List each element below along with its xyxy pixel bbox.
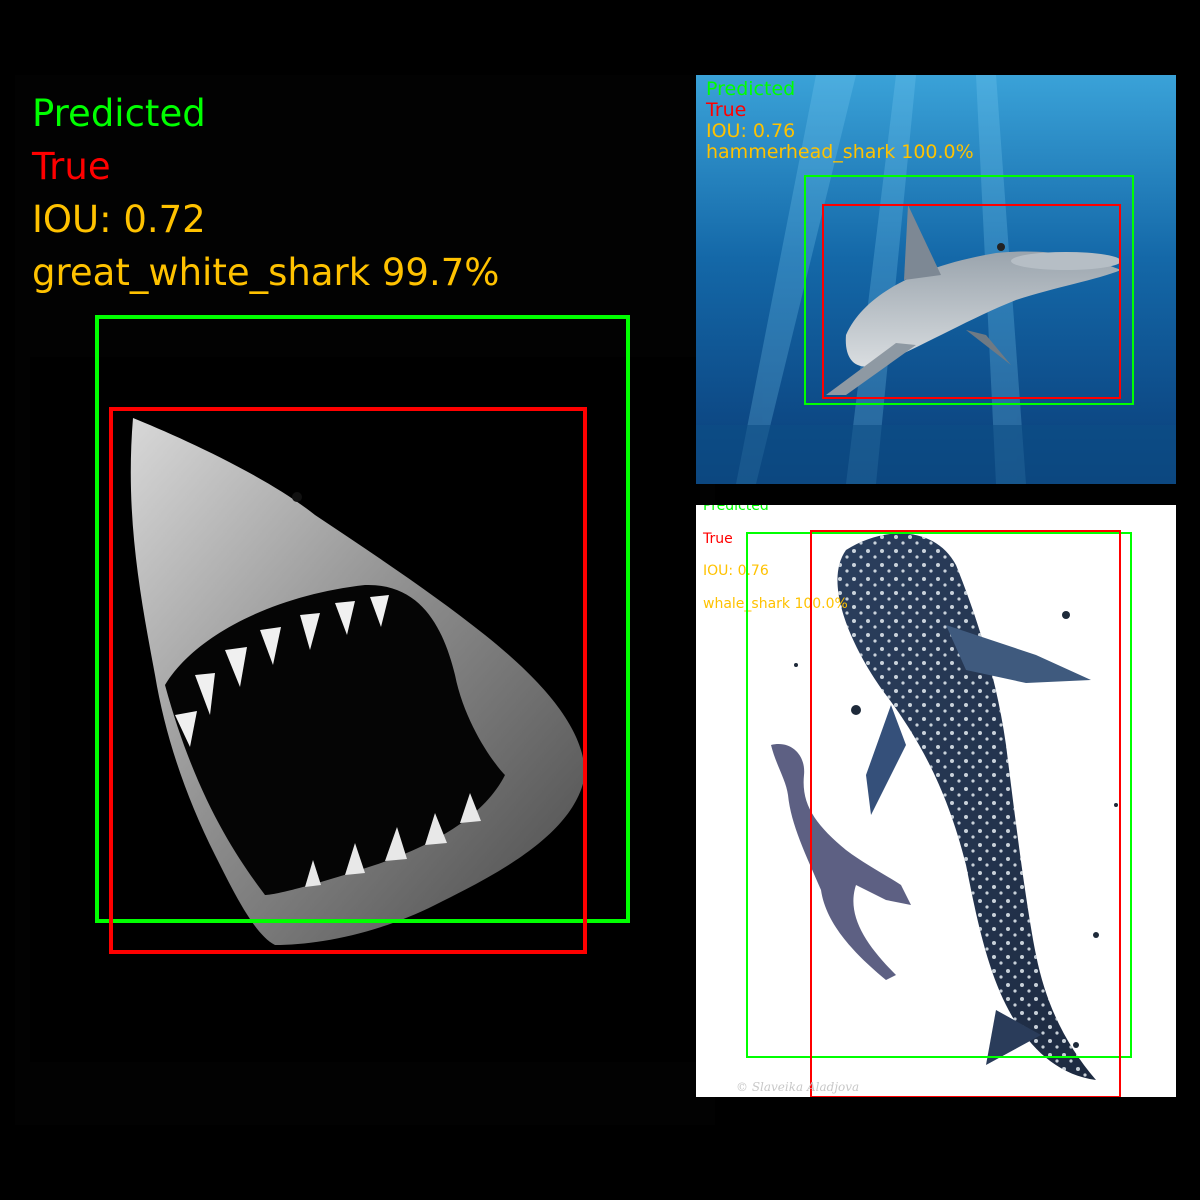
- shark-illustration: [696, 505, 1176, 1097]
- predicted-bounding-box: [95, 315, 630, 923]
- predicted-bounding-box: [746, 532, 1132, 1058]
- true-bounding-box: [109, 407, 587, 954]
- detection-panel-hammerhead: Predicted True IOU: 0.76 hammerhead_shar…: [696, 75, 1176, 484]
- iou-label: IOU: 0.72: [32, 198, 206, 241]
- legend-predicted: Predicted: [703, 505, 769, 514]
- shark-photo: [30, 357, 700, 1062]
- legend-true: True: [706, 99, 747, 121]
- iou-label: IOU: 0.76: [706, 120, 796, 142]
- detection-panel-whale-shark: Predicted True IOU: 0.76 whale_shark 100…: [696, 505, 1176, 1097]
- artist-watermark: © Slaveika Aladjova: [736, 1080, 860, 1094]
- legend-true: True: [32, 145, 111, 188]
- predicted-bounding-box: [804, 175, 1134, 405]
- class-label: hammerhead_shark 100.0%: [706, 141, 974, 163]
- legend-predicted: Predicted: [32, 92, 206, 135]
- class-label: great_white_shark 99.7%: [32, 251, 500, 294]
- true-bounding-box: [822, 204, 1121, 399]
- legend-true: True: [703, 531, 733, 547]
- iou-label: IOU: 0.76: [703, 563, 769, 579]
- detection-panel-great-white: Predicted True IOU: 0.72 great_white_sha…: [15, 75, 715, 1125]
- shark-photo: [696, 75, 1176, 484]
- true-bounding-box: [810, 530, 1121, 1097]
- legend-predicted: Predicted: [706, 78, 796, 100]
